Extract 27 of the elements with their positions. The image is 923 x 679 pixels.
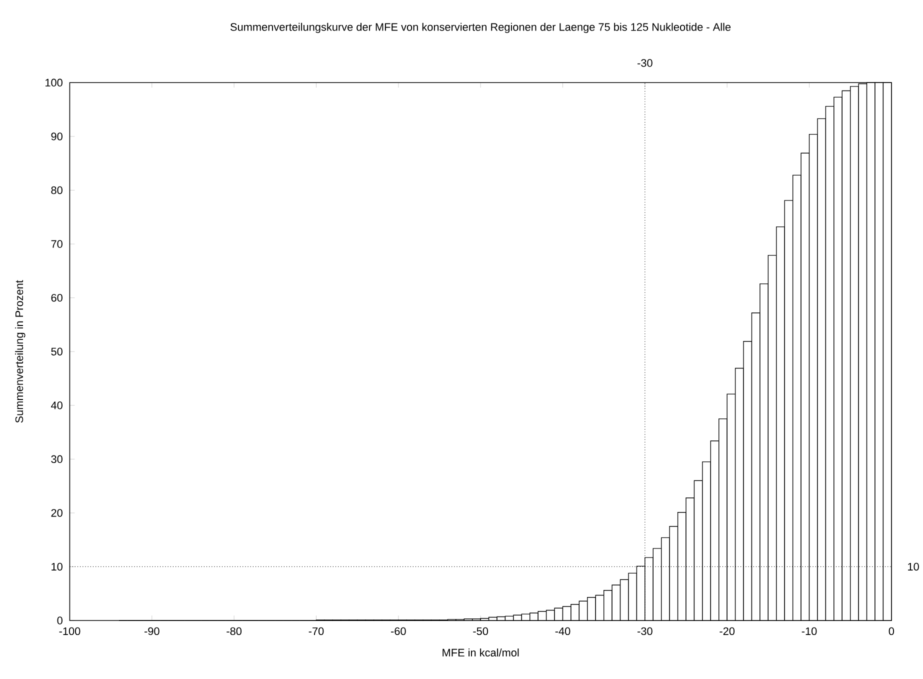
x-axis-title: MFE in kcal/mol bbox=[442, 648, 519, 656]
x-tick-label: -50 bbox=[473, 627, 488, 635]
y-tick-label: 100 bbox=[46, 78, 62, 86]
x-tick-label: -80 bbox=[226, 627, 242, 635]
y-axis-title: Summenverteilung in Prozent bbox=[15, 280, 26, 423]
ref-line-label: 10 bbox=[908, 562, 919, 570]
y-tick-label: 30 bbox=[51, 455, 62, 463]
x-tick-label: -40 bbox=[555, 627, 570, 635]
chart-title: Summenverteilungskurve der MFE von konservierten Regionen der Laenge 75 bis 125 Nukleotide - Alle bbox=[230, 22, 731, 33]
y-tick-label: 10 bbox=[52, 562, 62, 570]
x-tick-label: -100 bbox=[59, 627, 80, 635]
x-tick-label: 0 bbox=[888, 627, 894, 635]
y-tick-label: 40 bbox=[51, 401, 62, 410]
x-tick-label: -20 bbox=[720, 627, 735, 635]
y-tick-label: 50 bbox=[51, 348, 62, 356]
x-tick-label: -10 bbox=[802, 627, 817, 635]
x-tick-label: -70 bbox=[308, 627, 324, 635]
x-tick-label: -30 bbox=[638, 627, 652, 635]
x-tick-label: -60 bbox=[391, 627, 406, 635]
y-tick-label: 70 bbox=[51, 240, 62, 248]
ref-line-label: -30 bbox=[638, 59, 652, 67]
y-tick-label: 60 bbox=[51, 294, 62, 302]
x-tick-label: -90 bbox=[144, 627, 160, 635]
y-tick-label: 90 bbox=[51, 132, 62, 140]
y-tick-label: 20 bbox=[51, 508, 62, 517]
y-tick-label: 80 bbox=[51, 186, 62, 194]
y-tick-label: 0 bbox=[57, 616, 62, 624]
